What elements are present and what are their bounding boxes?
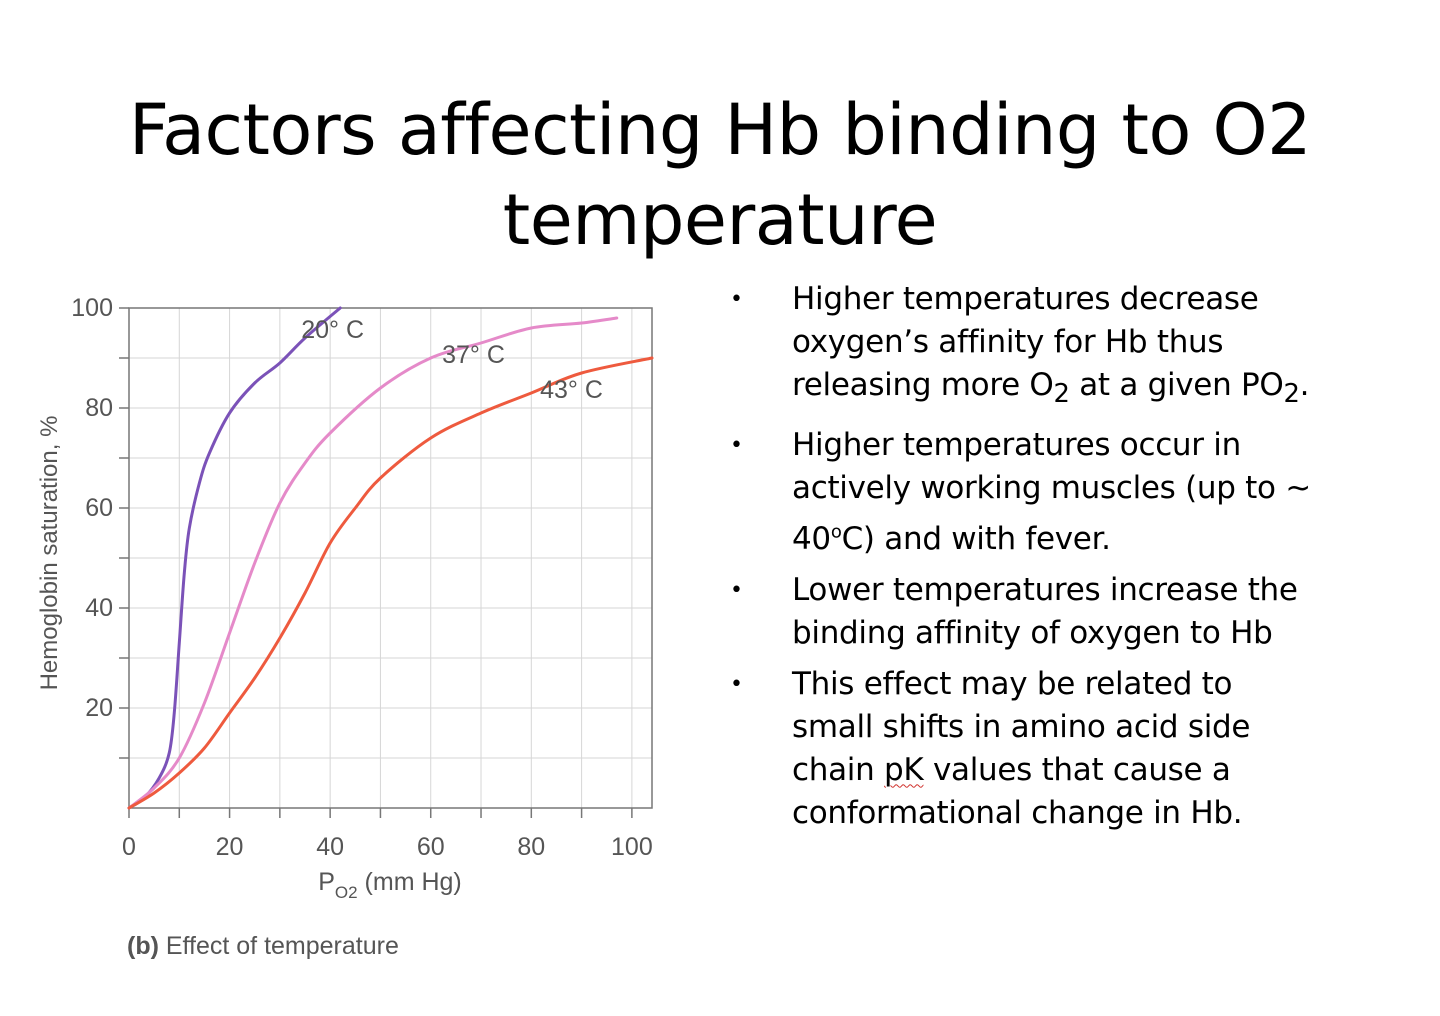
bullet-4-line-2: small shifts in amino acid side: [792, 708, 1251, 745]
figure-caption-text: Effect of temperature: [159, 932, 399, 960]
bullet-1-line-3: releasing more O2 at a given PO2.: [792, 367, 1310, 409]
bullet-2-line-1: Higher temperatures occur in: [792, 427, 1241, 464]
figure-caption-letter: (b): [127, 932, 159, 960]
series-label-2: 37° C: [442, 341, 505, 369]
bullet-4-line-3: chain pK values that cause a: [792, 752, 1231, 788]
x-tick-label: 20: [216, 833, 244, 861]
series-label-1: 20° C: [301, 316, 364, 344]
chart-series: [127, 306, 654, 810]
bullet-2-line-3: 40oC) and with fever.: [792, 521, 1111, 557]
bullet-3-line-2: binding affinity of oxygen to Hb: [792, 614, 1273, 651]
bullet-1-line-1: Higher temperatures decrease: [792, 281, 1259, 317]
bullet-4-text-b: values that cause a: [923, 751, 1231, 788]
chart-grid: [128, 307, 652, 808]
x-axis-label-p: P: [318, 868, 335, 896]
series-line-2: [127, 316, 619, 810]
slide-title-line-2: temperature: [502, 178, 938, 261]
bullet-1-line-2: oxygen’s affinity for Hb thus: [792, 324, 1224, 360]
bullet-2-text-a: 40: [792, 520, 831, 557]
x-axis-label-subscript: O2: [335, 883, 358, 902]
bullet-item-2: • Higher temperatures occur in actively …: [728, 424, 1428, 560]
bullet-2-text-b: C) and with fever.: [841, 520, 1111, 557]
bullet-dot: •: [730, 433, 743, 459]
bullet-3-line-1: Lower temperatures increase the: [792, 571, 1298, 608]
bullet-1-text-c: .: [1299, 367, 1310, 403]
bullet-item-3: • Lower temperatures increase the bindin…: [728, 569, 1428, 655]
y-tick-label: 80: [85, 394, 113, 422]
y-tick-label: 100: [71, 294, 113, 322]
y-axis-label: Hemoglobin saturation, %: [36, 416, 63, 691]
bullet-1-text-a: releasing more O: [792, 367, 1054, 403]
x-tick-label: 0: [122, 833, 136, 861]
x-axis-label-unit: (mm Hg): [358, 868, 462, 896]
y-tick-label: 60: [85, 494, 113, 522]
bullet-1-text-b: at a given PO: [1069, 367, 1284, 403]
bullet-list: • Higher temperatures decrease oxygen’s …: [728, 278, 1428, 843]
bullet-dot: •: [730, 577, 743, 603]
series-label-3: 43° C: [540, 376, 603, 404]
y-tick-label: 20: [85, 694, 113, 722]
bullet-1-subscript-a: 2: [1053, 379, 1070, 410]
bullet-2-superscript: o: [830, 521, 842, 543]
series-line-3: [127, 356, 654, 810]
x-tick-label: 80: [517, 833, 545, 861]
bullet-dot: •: [730, 287, 743, 312]
bullet-1-subscript-b: 2: [1283, 379, 1300, 410]
chart-ticks: 0 20 40 60 80 100 20 40 60 80 100: [71, 294, 652, 861]
bullet-dot: •: [730, 671, 743, 697]
x-axis-label: PO2 (mm Hg): [318, 868, 462, 902]
chart-series-labels: 20° C 37° C 43° C: [301, 316, 603, 404]
x-tick-label: 40: [316, 833, 344, 861]
slide-title: Factors affecting Hb binding to O2 tempe…: [0, 85, 1440, 265]
slide-title-line-1: Factors affecting Hb binding to O2: [128, 88, 1312, 171]
y-tick-label: 40: [85, 594, 113, 622]
x-tick-label: 100: [611, 833, 653, 861]
spellcheck-underlined-word: pK: [884, 751, 924, 788]
bullet-4-line-1: This effect may be related to: [792, 665, 1233, 702]
bullet-item-4: • This effect may be related to small sh…: [728, 663, 1428, 835]
bullet-item-1: • Higher temperatures decrease oxygen’s …: [728, 278, 1428, 416]
bullet-4-text-a: chain: [792, 751, 885, 788]
x-tick-label: 60: [417, 833, 445, 861]
bullet-2-line-2: actively working muscles (up to ~: [792, 470, 1311, 507]
bullet-4-line-4: conformational change in Hb.: [792, 794, 1243, 831]
figure-caption: (b) Effect of temperature: [127, 932, 399, 960]
series-line-1: [127, 306, 342, 810]
